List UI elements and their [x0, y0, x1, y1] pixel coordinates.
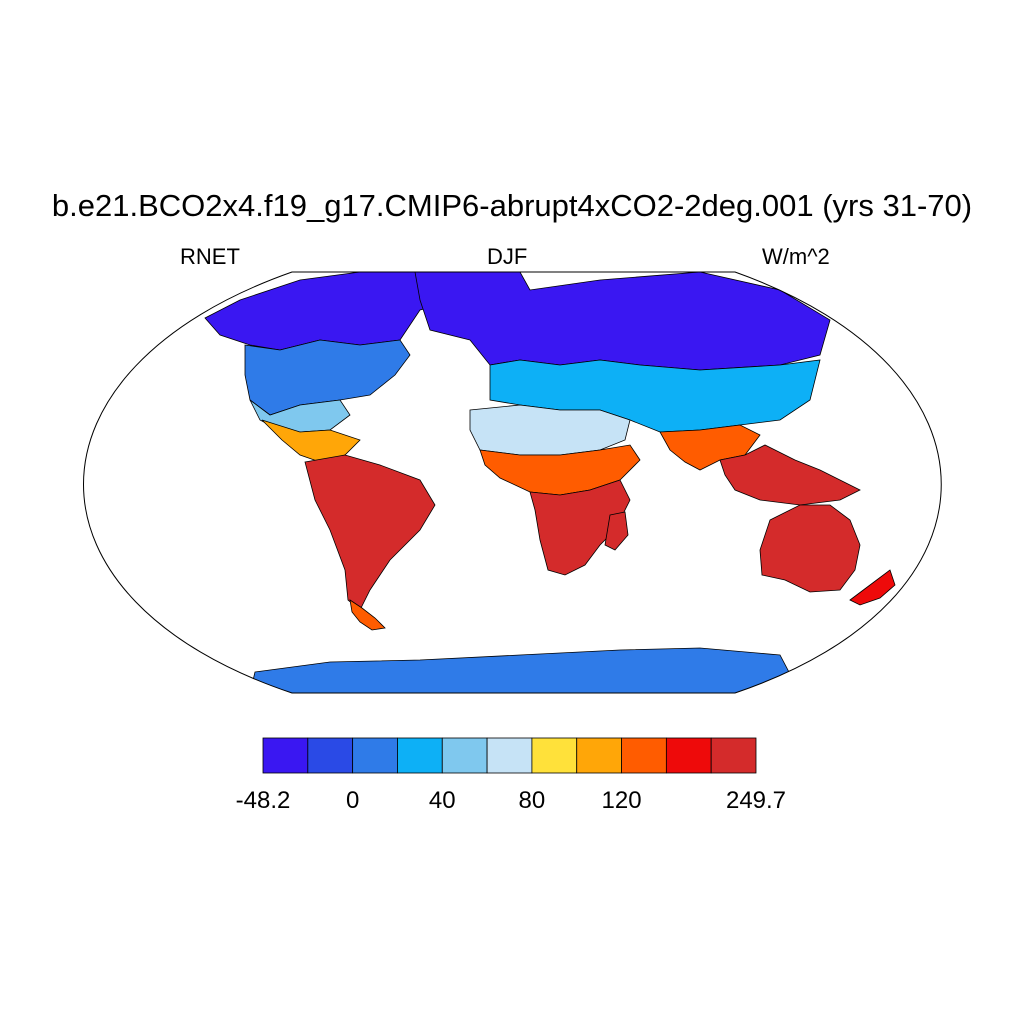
units-label: W/m^2 — [762, 244, 830, 269]
colorbar-tick-label: 80 — [519, 787, 546, 814]
colorbar-swatch — [307, 737, 354, 774]
colorbar-swatch — [531, 737, 578, 774]
region-southeast-asia — [719, 444, 861, 506]
region-new-zealand — [849, 569, 896, 606]
variable-label: RNET — [180, 244, 240, 269]
colorbar-swatch — [576, 737, 622, 774]
colorbar-tick-label: 249.7 — [726, 787, 786, 814]
region-madagascar — [604, 511, 629, 551]
colorbar-swatch — [352, 737, 398, 774]
region-australia — [759, 504, 861, 593]
region-antarctica — [249, 647, 801, 693]
colorbar-tick-label: 120 — [602, 787, 642, 814]
colorbar-swatch — [710, 737, 757, 774]
colorbar-swatch — [262, 737, 309, 774]
colorbar-swatch — [665, 737, 712, 774]
colorbar-tick-label: -48.2 — [236, 787, 291, 814]
colorbar-tick-label: 40 — [429, 787, 456, 814]
map-border — [83, 271, 942, 694]
colorbar-swatch — [621, 737, 667, 774]
colorbar-swatch — [441, 737, 488, 774]
region-southern-africa — [529, 479, 631, 576]
colorbar-tick-label: 0 — [346, 787, 359, 814]
region-patagonia — [349, 599, 386, 631]
plot-title: b.e21.BCO2x4.f19_g17.CMIP6-abrupt4xCO2-2… — [51, 188, 973, 223]
colorbar-swatch — [486, 737, 533, 774]
region-south-america — [304, 454, 436, 611]
season-label: DJF — [487, 244, 528, 269]
colorbar-swatch — [397, 737, 443, 774]
region-sahara — [469, 404, 631, 456]
